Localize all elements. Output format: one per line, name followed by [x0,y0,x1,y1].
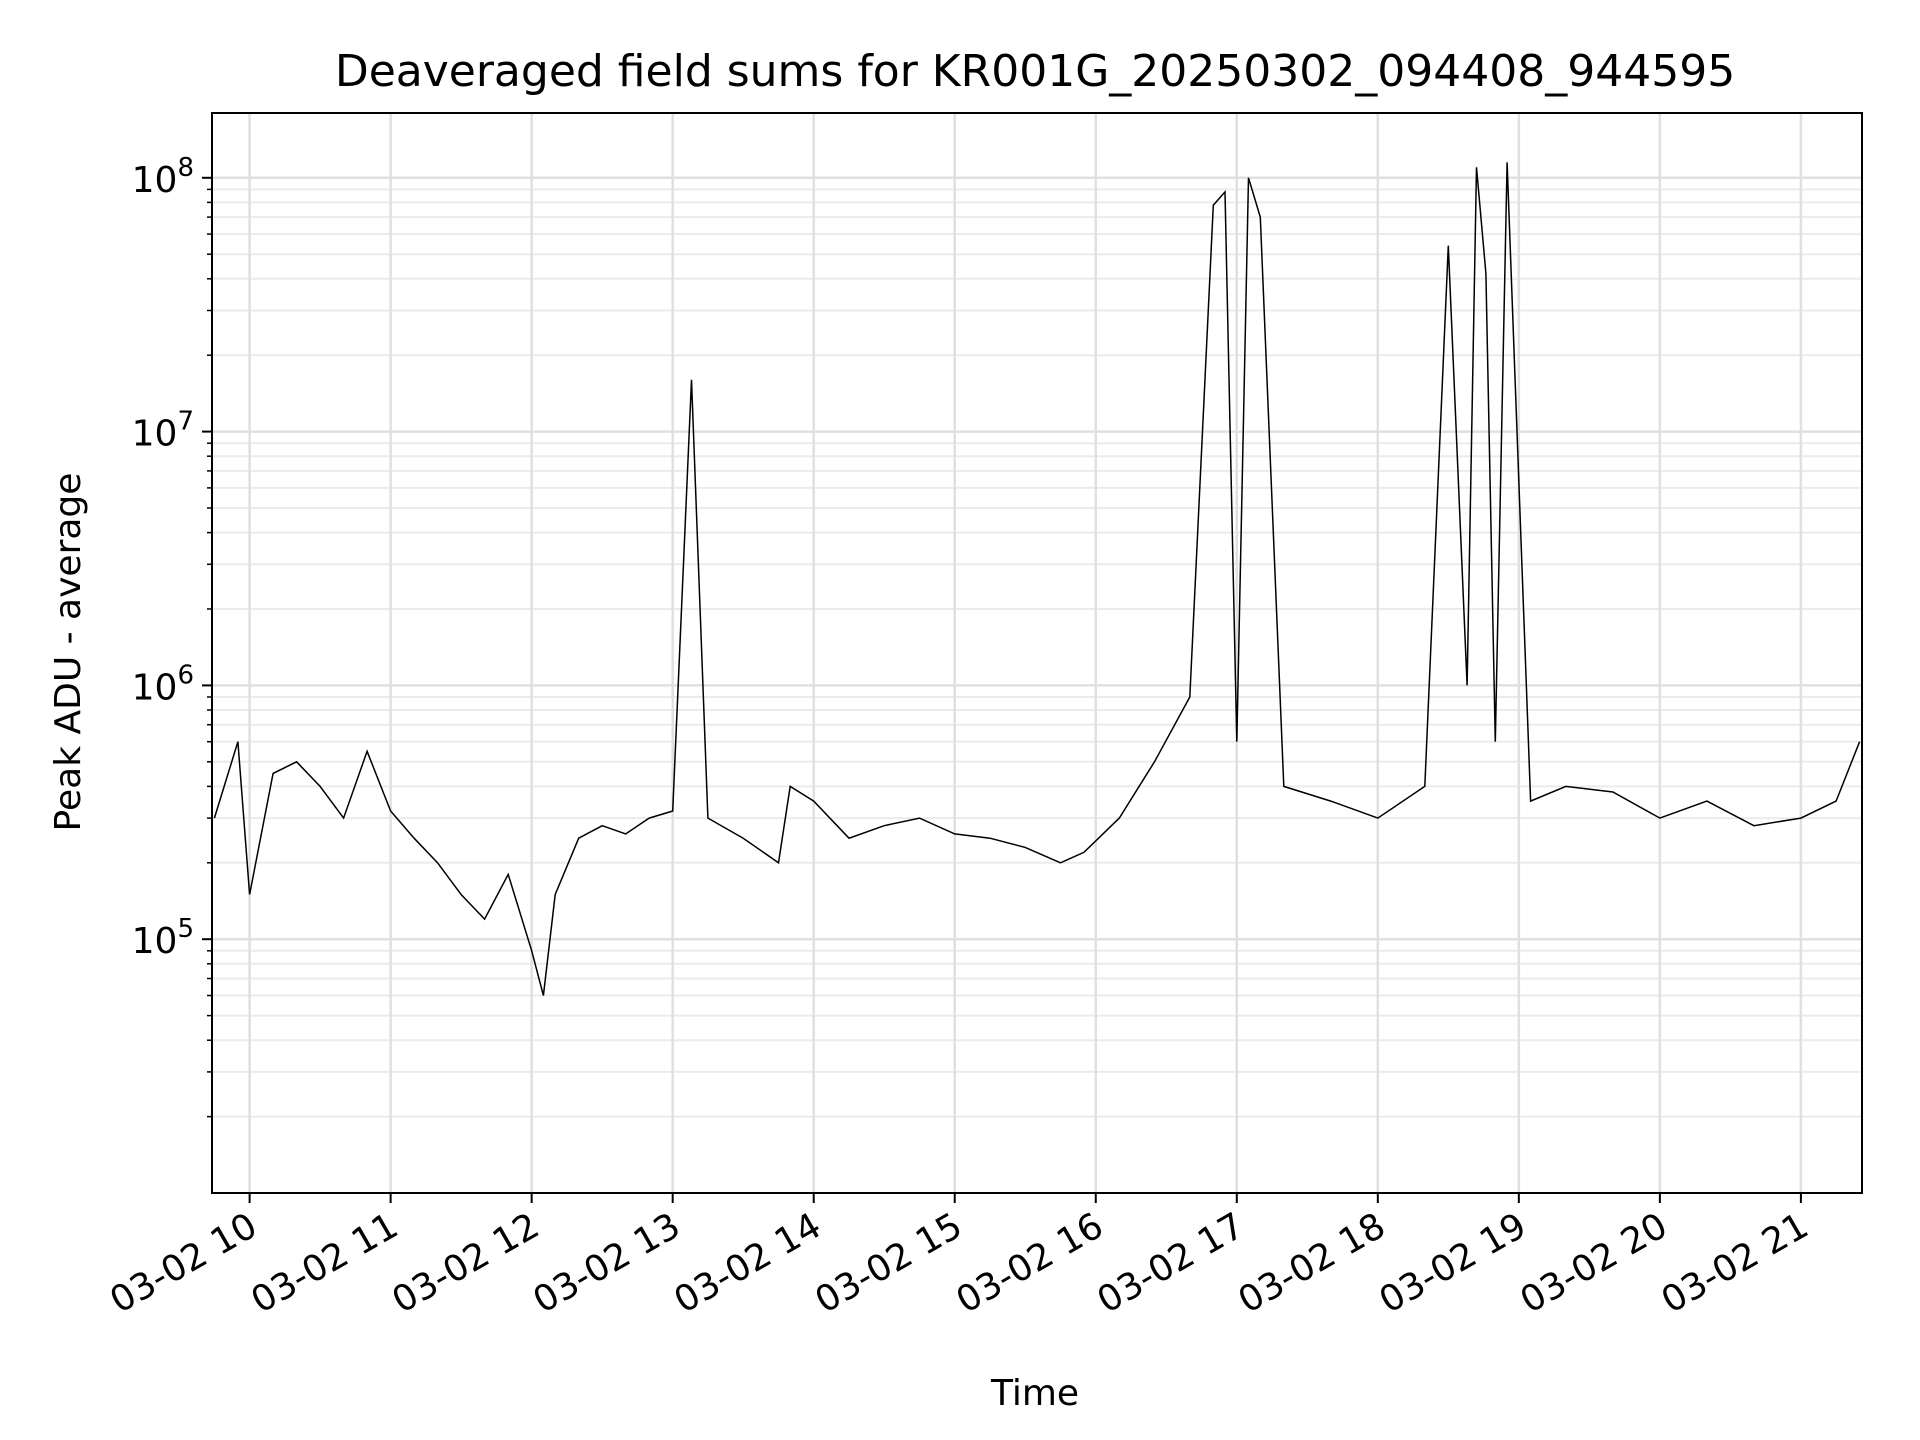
grid-lines [212,113,1862,1193]
x-axis-label: Time [990,1373,1079,1414]
y-tick-label: 107 [132,407,194,455]
y-tick-exponent: 6 [177,660,194,690]
y-tick-label: 105 [132,914,194,962]
chart-title: Deaveraged field sums for KR001G_2025030… [335,46,1735,97]
y-tick-base: 10 [132,414,178,455]
y-axis-label: Peak ADU - average [48,473,89,832]
y-tick-exponent: 5 [177,914,194,944]
axes-frame [211,112,1863,1194]
y-tick-base: 10 [132,160,178,201]
plot-area [213,162,1861,996]
y-tick-exponent: 7 [177,407,194,437]
y-tick-exponent: 8 [177,153,194,183]
y-tick-label: 106 [132,660,194,708]
series-line-0 [213,162,1861,996]
y-tick-label: 108 [132,153,194,201]
y-tick-base: 10 [132,667,178,708]
y-tick-base: 10 [132,921,178,962]
